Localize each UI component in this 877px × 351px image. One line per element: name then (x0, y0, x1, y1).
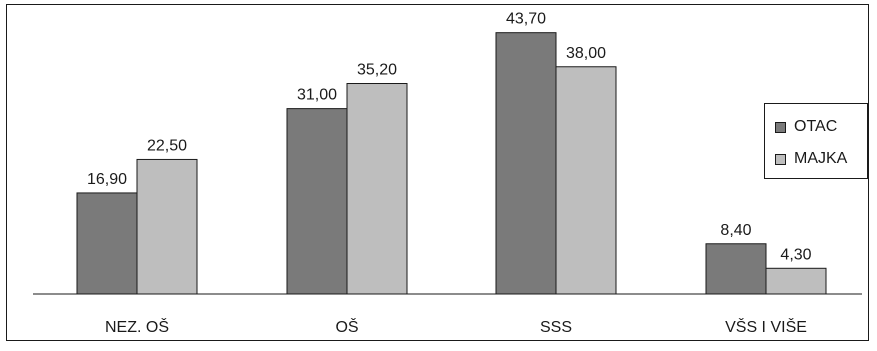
bar-otac-nez-o (77, 193, 137, 294)
bar-otac-v-s-i-vi-e (706, 244, 766, 294)
data-label-otac-o: 31,00 (297, 87, 337, 104)
legend-swatch-majka (775, 154, 786, 165)
category-label-sss: SSS (540, 319, 572, 336)
data-label-otac-nez-o: 16,90 (87, 171, 127, 188)
data-label-otac-sss: 43,70 (506, 11, 546, 28)
bar-majka-nez-o (137, 159, 197, 294)
data-label-majka-nez-o: 22,50 (147, 137, 187, 154)
bar-otac-o (287, 109, 347, 294)
data-label-majka-o: 35,20 (357, 62, 397, 79)
category-label-v-s-i-vi-e: VŠS I VIŠE (725, 317, 807, 336)
category-label-o: OŠ (335, 317, 358, 336)
bar-majka-o (347, 84, 407, 294)
legend-label-otac: OTAC (794, 118, 837, 136)
legend-item-majka: MAJKA (775, 150, 847, 168)
legend-label-majka: MAJKA (794, 150, 847, 168)
data-label-majka-v-s-i-vi-e: 4,30 (780, 246, 811, 263)
bar-otac-sss (496, 33, 556, 294)
data-label-otac-v-s-i-vi-e: 8,40 (720, 222, 751, 239)
data-label-majka-sss: 38,00 (566, 45, 606, 62)
chart-legend: OTAC MAJKA (764, 103, 868, 179)
legend-swatch-otac (775, 122, 786, 133)
legend-item-otac: OTAC (775, 118, 837, 136)
bar-majka-v-s-i-vi-e (766, 268, 826, 294)
bar-majka-sss (556, 67, 616, 294)
category-label-nez-o: NEZ. OŠ (105, 317, 169, 336)
